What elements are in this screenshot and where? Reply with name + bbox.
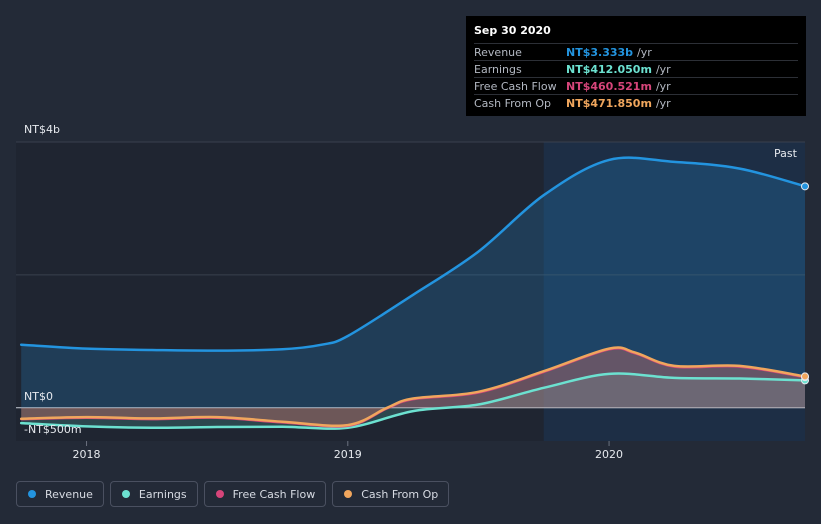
tooltip-row-free-cash-flow: Free Cash Flow NT$460.521m /yr (474, 77, 798, 94)
tooltip-unit: /yr (655, 79, 671, 93)
tooltip-row-earnings: Earnings NT$412.050m /yr (474, 60, 798, 77)
tooltip-label: Revenue (474, 45, 522, 59)
line-cash-from-op (19, 346, 807, 428)
tooltip-date: Sep 30 2020 (474, 24, 551, 37)
series-lines (19, 156, 807, 430)
legend-item-earnings[interactable]: Earnings (109, 481, 198, 507)
area-revenue (21, 157, 805, 408)
legend-label: Cash From Op (361, 487, 439, 501)
past-label: Past (774, 147, 797, 160)
tooltip: Sep 30 2020 Revenue NT$3.333b /yr Earnin… (466, 16, 806, 116)
end-marker-cash-from-op (801, 372, 809, 381)
tooltip-row-cash-from-op: Cash From Op NT$471.850m /yr (474, 94, 798, 111)
line-earnings (19, 372, 807, 430)
x-tick-label: 2020 (595, 448, 623, 461)
legend-dot-icon (215, 490, 224, 498)
tooltip-row-revenue: Revenue NT$3.333b /yr (474, 43, 798, 60)
line-revenue (19, 156, 807, 352)
y-axis-label-zero: NT$0 (24, 390, 53, 403)
legend-dot-icon (28, 490, 36, 498)
legend-label: Free Cash Flow (232, 487, 316, 501)
end-marker-revenue (801, 182, 809, 191)
legend-dot-icon (344, 490, 353, 498)
tooltip-label: Free Cash Flow (474, 79, 557, 93)
tooltip-value: NT$412.050m (566, 62, 652, 76)
y-axis-label-bottom: -NT$500m (24, 423, 82, 436)
legend-label: Revenue (45, 487, 93, 501)
series-end-markers (801, 182, 809, 385)
area-free-cash-flow (21, 348, 805, 427)
x-tick-label: 2019 (334, 448, 362, 461)
tooltip-label: Earnings (474, 62, 522, 76)
x-tick-label: 2018 (73, 448, 101, 461)
legend: Revenue Earnings Free Cash Flow Cash Fro… (16, 481, 450, 507)
series-areas (21, 157, 805, 429)
area-cash-from-op (21, 347, 805, 426)
legend-item-revenue[interactable]: Revenue (16, 481, 104, 507)
tooltip-unit: /yr (655, 96, 671, 110)
past-region (543, 142, 805, 441)
legend-item-free-cash-flow[interactable]: Free Cash Flow (203, 481, 327, 507)
legend-dot-icon (121, 490, 130, 498)
tooltip-value: NT$3.333b (566, 45, 634, 59)
tooltip-unit: /yr (637, 45, 652, 59)
y-axis-label-top: NT$4b (24, 123, 60, 136)
legend-item-cash-from-op[interactable]: Cash From Op (332, 481, 450, 507)
tooltip-unit: /yr (655, 62, 671, 76)
area-earnings (21, 373, 805, 429)
tooltip-label: Cash From Op (474, 96, 552, 110)
x-axis-ticks: 2018 2019 2020 (73, 441, 623, 461)
tooltip-value: NT$460.521m (566, 79, 652, 93)
gridlines (16, 141, 805, 409)
legend-label: Earnings (138, 487, 187, 501)
tooltip-value: NT$471.850m (566, 96, 652, 110)
